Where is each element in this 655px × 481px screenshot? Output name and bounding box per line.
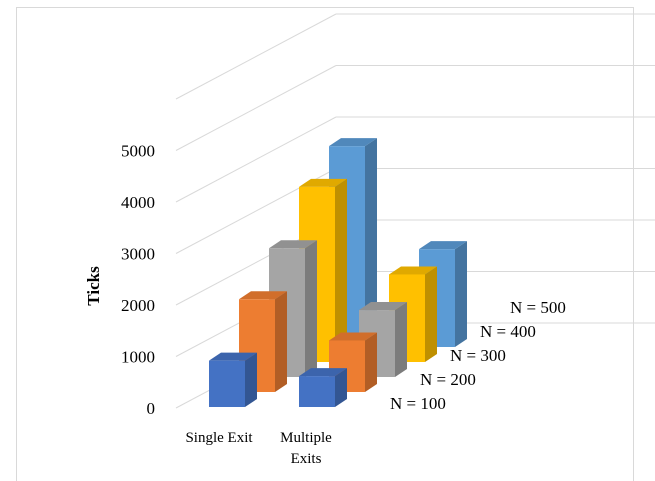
bar-top xyxy=(419,241,467,250)
series-label: N = 400 xyxy=(480,322,536,341)
gridline-depth xyxy=(175,116,337,203)
bar xyxy=(299,368,347,407)
y-tick-label: 5000 xyxy=(121,142,155,161)
bar-top xyxy=(299,178,347,187)
bar-side xyxy=(245,352,257,407)
y-axis: 0 1000 2000 3000 4000 5000 xyxy=(121,142,155,419)
bar-side xyxy=(365,138,377,347)
bar-side xyxy=(305,240,317,377)
gridline-depth xyxy=(175,65,337,151)
category-label: Single Exit xyxy=(185,430,253,446)
y-tick-label: 4000 xyxy=(121,193,155,212)
bar-top xyxy=(329,138,377,147)
bar-side xyxy=(455,241,467,347)
series-label: N = 500 xyxy=(510,298,566,317)
y-tick-label: 2000 xyxy=(121,296,155,315)
bar-side xyxy=(335,368,347,407)
bar-side xyxy=(395,302,407,377)
series-label: N = 100 xyxy=(390,394,446,413)
bar-front xyxy=(209,360,245,407)
bar-top xyxy=(389,266,437,275)
labels: Single Exit Multiple Exits N = 100 N = 200 N … xyxy=(185,298,565,467)
y-tick-label: 3000 xyxy=(121,245,155,264)
series-label: N = 300 xyxy=(450,346,506,365)
bar-top xyxy=(329,332,377,341)
y-axis-title: Ticks xyxy=(84,266,103,306)
y-tick-label: 1000 xyxy=(121,348,155,367)
bars xyxy=(209,138,467,407)
bar-side xyxy=(365,332,377,392)
bar-top xyxy=(239,291,287,300)
series-label: N = 200 xyxy=(420,370,476,389)
bar-front xyxy=(299,376,335,407)
bar-side xyxy=(335,178,347,362)
bar-top xyxy=(209,352,257,361)
y-tick-label: 0 xyxy=(147,399,156,418)
gridline-depth xyxy=(175,13,337,100)
bar-top xyxy=(269,240,317,249)
bar-top xyxy=(359,302,407,311)
bar-side xyxy=(275,291,287,392)
bar-top xyxy=(299,368,347,377)
category-label: Multiple Exits xyxy=(280,430,332,467)
bar xyxy=(209,352,257,407)
bar-side xyxy=(425,266,437,362)
